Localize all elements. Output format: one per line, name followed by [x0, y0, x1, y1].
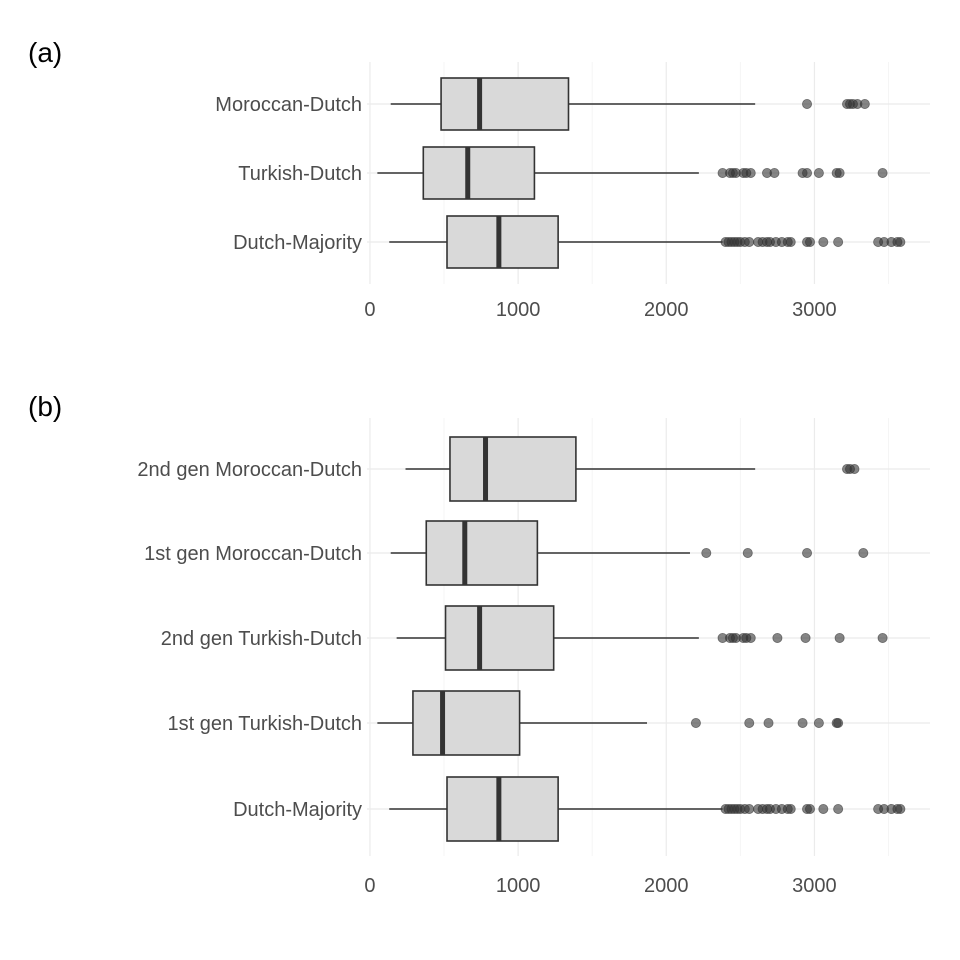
category-label: Moroccan-Dutch — [215, 94, 362, 116]
box-2nd-gen-moroccan-dutch: 2nd gen Moroccan-Dutch — [137, 436, 860, 502]
iqr-box — [412, 690, 521, 756]
outlier-point — [745, 167, 756, 178]
box-moroccan-dutch: Moroccan-Dutch — [215, 77, 870, 131]
category-label: 1st gen Turkish-Dutch — [167, 713, 362, 735]
outlier-point — [744, 236, 755, 247]
outlier-point — [858, 548, 869, 559]
box-1st-gen-moroccan-dutch: 1st gen Moroccan-Dutch — [144, 520, 869, 586]
outlier-point — [895, 236, 906, 247]
outlier-point — [701, 548, 712, 559]
outlier-point — [895, 804, 906, 815]
iqr-box — [444, 605, 555, 671]
outlier-point — [859, 99, 870, 110]
iqr-box — [440, 77, 570, 131]
outlier-point — [802, 548, 813, 559]
outlier-point — [877, 167, 888, 178]
outlier-point — [802, 167, 813, 178]
iqr-box — [425, 520, 539, 586]
x-tick-label: 0 — [364, 875, 375, 897]
outlier-point — [818, 804, 829, 815]
outlier-point — [772, 633, 783, 644]
box-1st-gen-turkish-dutch: 1st gen Turkish-Dutch — [167, 690, 844, 756]
outlier-point — [818, 236, 829, 247]
outlier-point — [742, 548, 753, 559]
outlier-point — [744, 804, 755, 815]
outlier-point — [833, 236, 844, 247]
outlier-point — [744, 718, 755, 729]
x-tick-label: 3000 — [792, 875, 837, 897]
iqr-box — [449, 436, 577, 502]
outlier-point — [804, 236, 815, 247]
outlier-point — [763, 718, 774, 729]
outlier-point — [690, 718, 701, 729]
outlier-point — [769, 167, 780, 178]
outlier-point — [813, 167, 824, 178]
x-tick-label: 3000 — [792, 299, 837, 321]
outlier-point — [834, 633, 845, 644]
box-dutch-majority: Dutch-Majority — [233, 215, 906, 269]
category-label: Turkish-Dutch — [238, 163, 362, 185]
box-dutch-majority: Dutch-Majority — [233, 776, 906, 842]
x-tick-label: 1000 — [496, 299, 541, 321]
panel-0: (a) 0 1000 2000 3000 Moroccan-Dutch Turkish-Du… — [28, 37, 930, 321]
outlier-point — [785, 804, 796, 815]
outlier-point — [802, 99, 813, 110]
panel-1: (b) 0 1000 2000 3000 2nd gen Moroccan-Dutch 1s… — [28, 391, 930, 897]
category-label: Dutch-Majority — [233, 232, 362, 254]
iqr-box — [446, 215, 559, 269]
iqr-box — [422, 146, 536, 200]
x-tick-label: 1000 — [496, 875, 541, 897]
category-label: 1st gen Moroccan-Dutch — [144, 543, 362, 565]
box-turkish-dutch: Turkish-Dutch — [238, 146, 888, 200]
outlier-point — [877, 633, 888, 644]
panel-label: (b) — [28, 391, 62, 422]
category-label: Dutch-Majority — [233, 799, 362, 821]
outlier-point — [797, 718, 808, 729]
outlier-point — [849, 463, 860, 474]
outlier-point — [785, 236, 796, 247]
outlier-point — [745, 633, 756, 644]
x-tick-label: 2000 — [644, 299, 689, 321]
x-tick-label: 2000 — [644, 875, 689, 897]
outlier-point — [833, 718, 844, 729]
category-label: 2nd gen Moroccan-Dutch — [137, 459, 362, 481]
outlier-point — [813, 718, 824, 729]
outlier-point — [833, 804, 844, 815]
outlier-point — [834, 167, 845, 178]
iqr-box — [446, 776, 559, 842]
x-tick-label: 0 — [364, 299, 375, 321]
panel-label: (a) — [28, 37, 62, 68]
outlier-point — [804, 804, 815, 815]
outlier-point — [800, 633, 811, 644]
box-2nd-gen-turkish-dutch: 2nd gen Turkish-Dutch — [161, 605, 888, 671]
category-label: 2nd gen Turkish-Dutch — [161, 628, 362, 650]
